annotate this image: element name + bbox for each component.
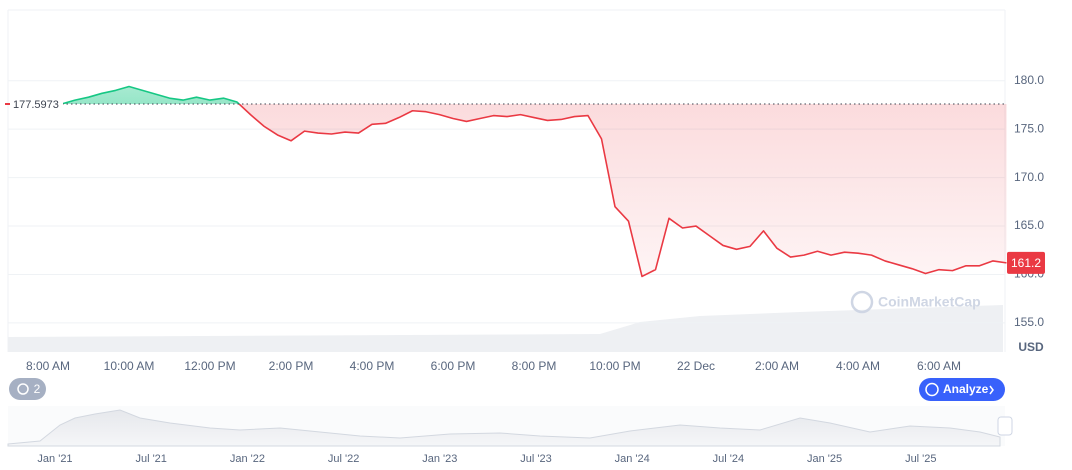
y-tick-label: 165.0 — [1014, 218, 1044, 232]
x-tick-label: 6:00 AM — [917, 359, 961, 373]
icon — [17, 383, 29, 395]
x-tick-label: 4:00 PM — [350, 359, 395, 373]
x-tick-label: 6:00 PM — [431, 359, 476, 373]
watermark: CoinMarketCap — [850, 290, 981, 314]
baseline-label: 177.5973 — [13, 99, 59, 111]
watermark-text: CoinMarketCap — [878, 294, 981, 310]
button-text[interactable]: Analyze — [943, 382, 989, 396]
area-fill — [61, 86, 1007, 277]
volume-area — [8, 305, 1003, 352]
x-tick-label: 10:00 PM — [589, 359, 640, 373]
button-bg[interactable] — [919, 378, 1005, 401]
navigator-label: Jan '21 — [37, 453, 72, 465]
current-price-tag — [1007, 251, 1045, 274]
y-tick-label: 180.0 — [1014, 73, 1044, 87]
y-tick-label: 155.0 — [1014, 315, 1044, 329]
unit-label: USD — [1018, 340, 1044, 354]
navigator-label: Jul '23 — [520, 453, 551, 465]
analyze-button[interactable]: Analyze — [919, 378, 1005, 401]
navigator-axis: Jan '21 Jul '21 Jan '22 Jul '22 Jan '23 Jul '… — [37, 453, 936, 465]
navigator-area — [7, 409, 1001, 447]
navigator-label: Jan '22 — [230, 453, 265, 465]
navigator-handle[interactable] — [997, 416, 1013, 436]
icon — [925, 382, 939, 397]
watermark-logo — [850, 290, 874, 314]
x-tick-label: 2:00 PM — [269, 359, 314, 373]
x-tick-label: 4:00 AM — [836, 359, 880, 373]
history-button[interactable]: 2 — [9, 378, 46, 400]
x-tick-label: 8:00 AM — [26, 359, 70, 373]
x-tick-label: 22 Dec — [677, 359, 715, 373]
navigator-label: Jan '23 — [422, 453, 457, 465]
baseline-label-bg — [11, 96, 63, 113]
current-price-label: 161.2 — [1011, 256, 1041, 270]
x-tick-label: 10:00 AM — [104, 359, 155, 373]
navigator-label: Jul '22 — [328, 453, 359, 465]
button-text[interactable]: 2 — [34, 382, 41, 396]
navigator-label: Jan '25 — [807, 453, 842, 465]
navigator-label: Jul '25 — [905, 453, 936, 465]
price-line — [61, 85, 1007, 278]
y-tick-label: 170.0 — [1014, 170, 1044, 184]
navigator-label: Jan '24 — [615, 453, 650, 465]
x-tick-label: 12:00 PM — [184, 359, 235, 373]
x-tick-label: 2:00 AM — [755, 359, 799, 373]
x-tick-label: 8:00 PM — [512, 359, 557, 373]
navigator-label: Jul '21 — [135, 453, 166, 465]
navigator-label: Jul '24 — [713, 453, 744, 465]
y-tick-label: 175.0 — [1014, 121, 1044, 135]
icon — [989, 385, 994, 395]
